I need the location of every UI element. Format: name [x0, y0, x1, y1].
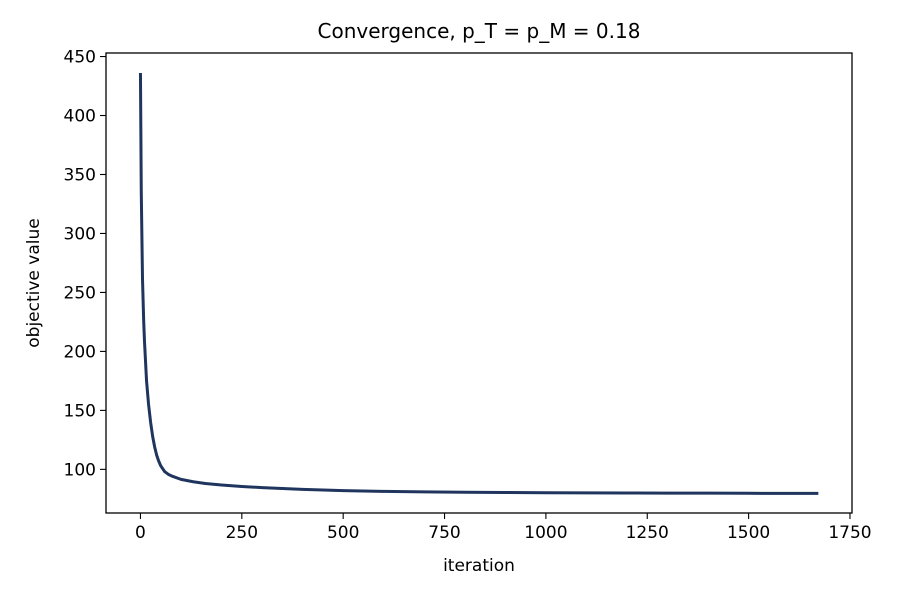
x-tick-label: 1500	[727, 523, 770, 543]
x-tick-label: 500	[327, 523, 359, 543]
x-tick-label: 250	[226, 523, 258, 543]
series-line	[138, 73, 819, 495]
x-axis: 0 250 500 750 1000 1250 1500 1750	[135, 513, 872, 543]
x-tick-label: 1000	[524, 523, 567, 543]
y-tick-label: 200	[64, 342, 96, 362]
x-tick-label: 750	[428, 523, 460, 543]
x-axis-label: iteration	[443, 556, 515, 576]
x-tick-label: 0	[135, 523, 146, 543]
y-tick-label: 250	[64, 283, 96, 303]
x-tick-label: 1750	[828, 523, 871, 543]
y-tick-label: 450	[64, 48, 96, 68]
y-tick-label: 400	[64, 107, 96, 127]
y-tick-label: 150	[64, 401, 96, 421]
y-axis-label: objective value	[24, 218, 44, 347]
y-tick-label: 100	[64, 460, 96, 480]
y-tick-label: 350	[64, 165, 96, 185]
chart-title: Convergence, p_T = p_M = 0.18	[318, 19, 641, 43]
plot-area	[138, 73, 819, 495]
axes-frame	[105, 52, 853, 514]
y-axis: 100 150 200 250 300 350 400 450	[64, 48, 106, 480]
x-tick-label: 1250	[626, 523, 669, 543]
y-tick-label: 300	[64, 224, 96, 244]
